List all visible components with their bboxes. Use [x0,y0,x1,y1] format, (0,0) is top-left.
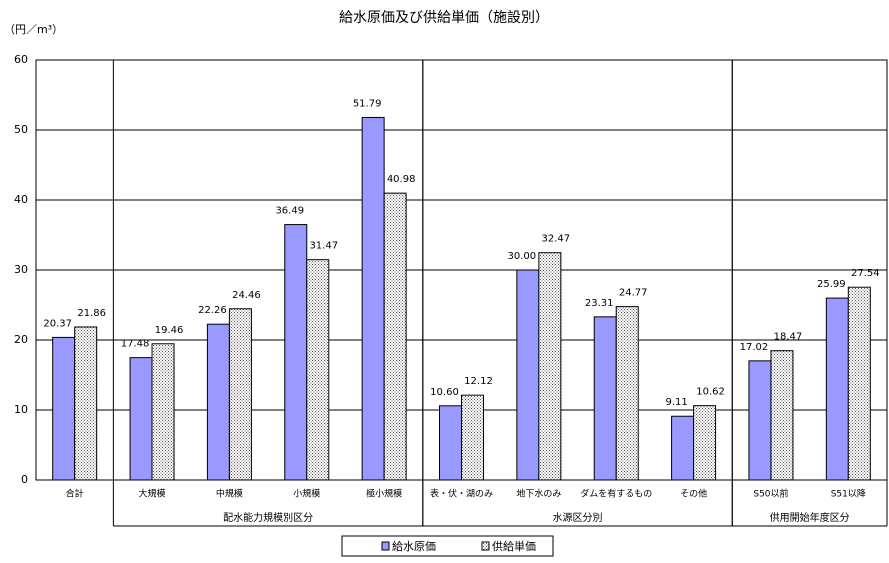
x-tick-label: 極小規模 [366,488,402,500]
value-label: 36.49 [275,206,304,217]
x-tick-label: その他 [680,488,707,500]
x-tick-label: ダムを有するもの [580,488,652,500]
bar [825,297,849,481]
x-tick-label: 小規模 [293,489,320,500]
value-label: 27.54 [851,268,880,279]
y-tick-label: 40 [14,193,28,206]
bar [361,116,385,481]
group-label: 配水能力規模別区分 [223,511,313,524]
value-label: 24.46 [232,290,261,301]
y-tick-label: 30 [14,263,28,276]
y-tick-label: 60 [14,53,28,66]
bar [306,259,330,481]
chart-title: 給水原価及び供給単価（施設別） [339,10,549,26]
legend-box [341,535,554,557]
x-tick-label: 大規模 [139,488,166,500]
value-label: 22.26 [198,305,227,316]
group-label: 水源区分別 [553,511,603,524]
bar [671,415,695,481]
bar [74,326,98,481]
x-tick-label: 合計 [66,488,84,500]
value-label: 40.98 [387,174,416,185]
legend-swatch [381,541,390,551]
value-label: 25.99 [817,279,846,290]
bar [439,405,462,481]
bar [129,357,153,481]
value-label: 21.86 [77,308,106,319]
y-tick-label: 10 [14,403,28,416]
bar [847,286,871,481]
bar [538,252,562,481]
group-label: 供用開始年度区分 [770,511,850,524]
value-label: 18.47 [774,332,803,343]
value-label: 24.77 [619,288,648,299]
bar [748,360,772,481]
bar [593,316,617,481]
value-label: 9.11 [665,397,687,408]
y-tick-label: 50 [14,123,28,136]
value-label: 32.47 [542,234,571,245]
bar [615,306,639,481]
x-tick-label: S51以降 [831,488,866,500]
bar [461,394,484,481]
y-tick-label: 20 [14,333,28,346]
value-label: 17.02 [740,342,769,353]
value-label: 20.37 [43,318,72,329]
value-label: 17.48 [121,339,150,350]
value-label: 10.60 [430,387,459,398]
bar [770,350,794,481]
value-label: 19.46 [155,325,184,336]
value-label: 10.62 [696,387,725,398]
value-label: 51.79 [353,98,382,109]
value-label: 23.31 [585,298,614,309]
bar [151,343,175,481]
bar [52,336,76,481]
legend-swatch [481,541,490,551]
bar [228,308,252,481]
y-axis-label: （円／m³） [4,23,63,36]
bar [383,192,407,481]
x-tick-label: 地下水のみ [516,488,561,500]
x-tick-label: S50以前 [753,488,788,500]
bar [693,405,717,481]
value-label: 12.12 [464,376,493,387]
legend-label: 給水原価 [392,539,436,553]
y-tick-label: 0 [21,473,28,486]
legend-label: 供給単価 [492,539,536,553]
value-label: 31.47 [309,241,338,252]
bar [206,323,230,481]
x-tick-label: 表・伏・湖のみ [430,488,493,500]
bar [284,224,308,481]
x-tick-label: 中規模 [216,488,243,500]
value-label: 30.00 [508,251,537,262]
bar [516,269,540,481]
